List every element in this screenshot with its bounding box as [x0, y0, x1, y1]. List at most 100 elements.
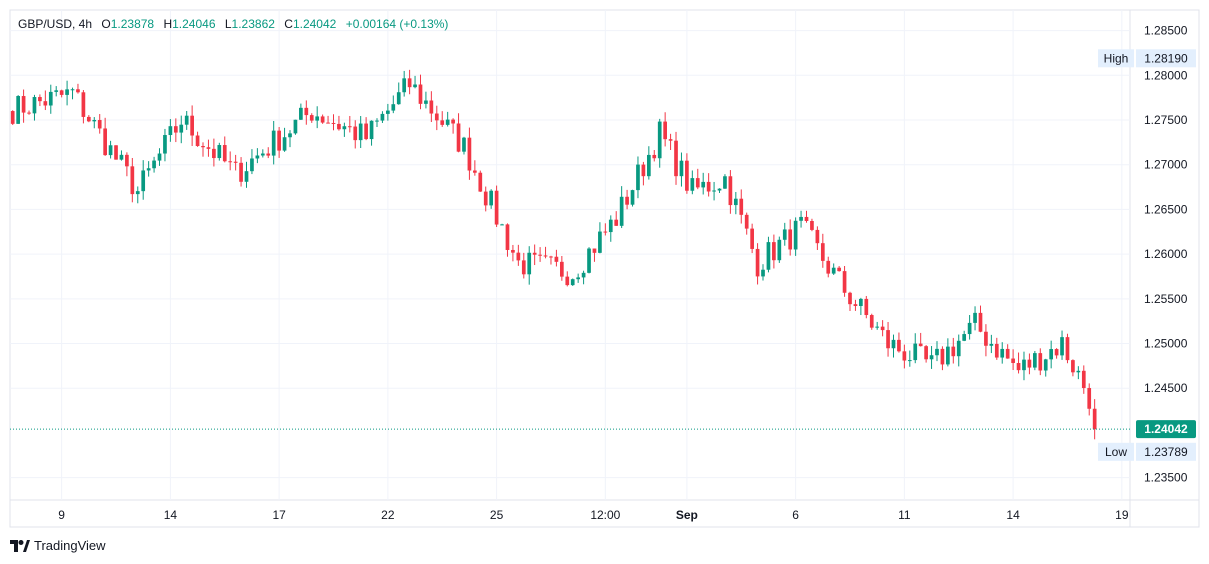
time-tick-label: 6: [792, 508, 799, 522]
high-marker-label-bg: [1098, 49, 1134, 68]
candle-body: [255, 155, 260, 159]
time-tick-label: 11: [898, 508, 911, 522]
candle-body: [516, 252, 521, 261]
candle-body: [16, 96, 21, 124]
candle-body: [86, 116, 91, 122]
price-tick-label: 1.28000: [1144, 68, 1188, 82]
candle-body: [445, 119, 450, 125]
price-tick-label: 1.26000: [1144, 247, 1188, 261]
candle-body: [815, 229, 820, 244]
candle-body: [1022, 359, 1026, 371]
candle-body: [337, 123, 341, 130]
candle-body: [543, 255, 548, 257]
candle-body: [766, 242, 771, 270]
high-marker-value: 1.28190: [1144, 51, 1188, 65]
candle-body: [331, 122, 336, 124]
candle-body: [755, 248, 760, 277]
candle-body: [1038, 353, 1043, 371]
candle-body: [342, 126, 347, 130]
candle-body: [364, 123, 368, 140]
candle-body: [592, 248, 597, 253]
candle-body: [206, 147, 211, 149]
candle-body: [396, 92, 401, 105]
candle-body: [391, 104, 396, 111]
candle-body: [467, 137, 472, 171]
candle-body: [347, 126, 352, 128]
candle-body: [1092, 408, 1097, 430]
candle-body: [717, 188, 722, 191]
candle-body: [973, 312, 977, 323]
candle-body: [130, 166, 135, 195]
chart-frame: [9, 9, 1200, 528]
candle-body: [10, 111, 15, 124]
candle-body: [277, 130, 281, 151]
price-tick-label: 1.24500: [1144, 381, 1188, 395]
candle-body: [897, 339, 901, 352]
high-label: H: [163, 17, 173, 31]
candle-body: [260, 153, 265, 156]
candle-body: [978, 312, 983, 332]
low-marker-label: Low: [1105, 445, 1127, 459]
low-value: 1.23862: [231, 17, 275, 31]
candle-body: [712, 190, 716, 192]
candle-body: [761, 269, 765, 277]
candle-body: [994, 343, 999, 358]
tradingview-brand[interactable]: TradingView: [10, 538, 106, 553]
candle-body: [32, 97, 37, 114]
candle-body: [27, 112, 31, 114]
candle-body: [478, 172, 483, 192]
candle-body: [549, 256, 553, 258]
candle-body: [984, 331, 988, 346]
candle-body: [706, 181, 711, 192]
candle-body: [1049, 349, 1054, 360]
candle-body: [386, 110, 390, 114]
candle-body: [1071, 360, 1075, 373]
candle-body: [266, 153, 271, 156]
candle-body: [315, 116, 320, 121]
candle-body: [304, 107, 309, 116]
candle-body: [163, 135, 167, 154]
candle-body: [173, 126, 178, 133]
candle-body: [989, 343, 994, 346]
candle-body: [559, 261, 564, 277]
candle-body: [114, 145, 118, 160]
change-value: +0.00164 (+0.13%): [345, 17, 449, 31]
candle-body: [782, 229, 787, 240]
candle-body: [663, 121, 667, 140]
candle-body: [1060, 337, 1064, 356]
time-tick-label: 14: [164, 508, 178, 522]
candle-body: [804, 216, 809, 222]
candle-body: [641, 164, 646, 177]
low-marker-value-bg: [1136, 442, 1196, 461]
price-tick-label: 1.27000: [1144, 158, 1188, 172]
candle-body: [695, 178, 700, 188]
candle-body: [228, 161, 233, 163]
candle-body: [630, 190, 635, 205]
candle-body: [157, 153, 162, 161]
candle-body: [685, 160, 689, 191]
candle-body: [353, 126, 358, 141]
time-tick-label: 14: [1006, 508, 1020, 522]
candle-body: [1016, 362, 1021, 371]
candle-body: [505, 224, 510, 250]
candle-body: [723, 176, 727, 189]
candle-body: [309, 115, 314, 121]
candle-body: [956, 340, 961, 357]
candle-body: [946, 346, 950, 365]
open-label: O: [101, 17, 111, 31]
candle-body: [940, 348, 945, 365]
candle-body: [141, 170, 146, 192]
candle-body: [962, 334, 967, 341]
candle-body: [674, 140, 678, 177]
candle-body: [407, 78, 412, 88]
candle-body: [380, 113, 385, 121]
candle-body: [483, 191, 488, 206]
candle-body: [1076, 370, 1081, 373]
candle-body: [859, 298, 863, 307]
candle-body: [902, 351, 907, 361]
candle-body: [168, 126, 173, 136]
candle-body: [418, 84, 423, 104]
candle-body: [103, 128, 107, 156]
